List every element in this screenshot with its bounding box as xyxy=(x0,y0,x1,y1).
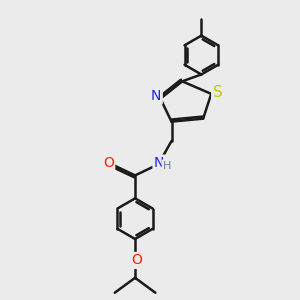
Text: S: S xyxy=(213,85,223,100)
Text: N: N xyxy=(154,156,164,170)
Text: N: N xyxy=(151,89,161,103)
Text: O: O xyxy=(131,254,142,268)
Text: O: O xyxy=(103,155,114,170)
Text: H: H xyxy=(163,160,171,170)
